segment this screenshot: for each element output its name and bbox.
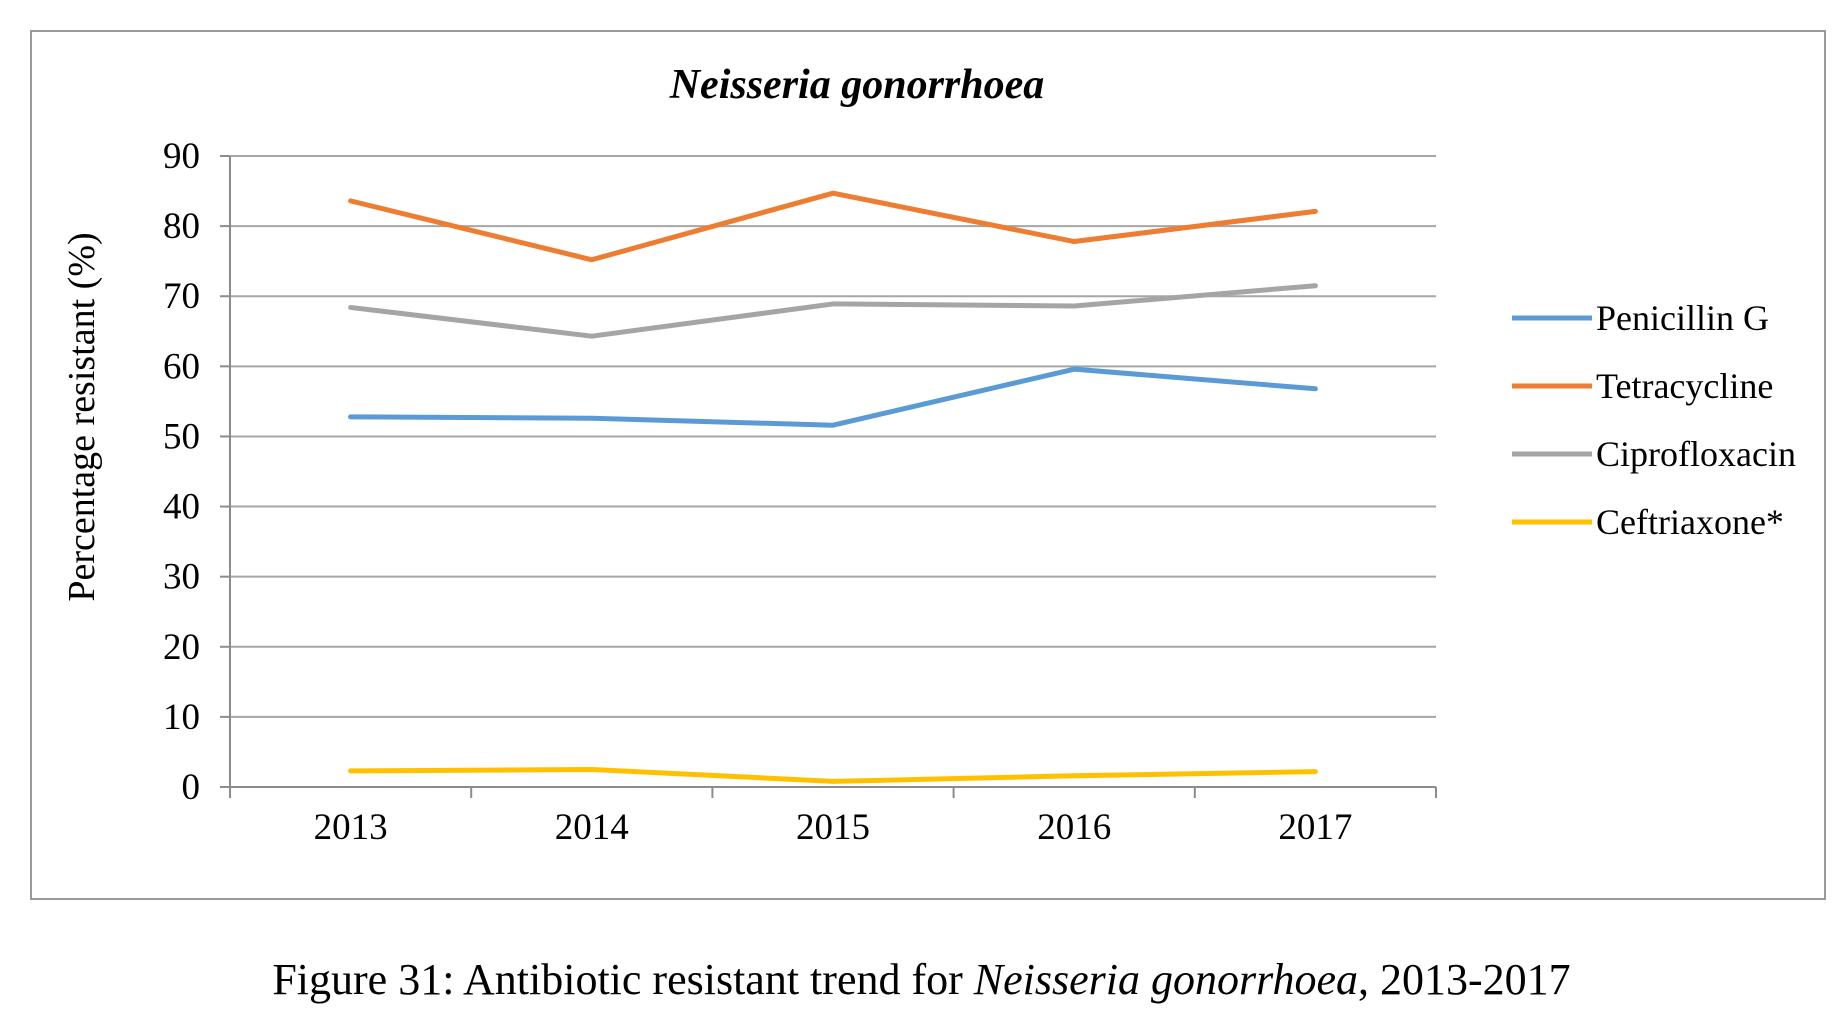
y-tick-label: 60: [163, 346, 200, 387]
caption-suffix: , 2013-2017: [1358, 955, 1571, 1004]
grid-layer: [230, 155, 1436, 718]
x-tick-label-2015: 2015: [796, 807, 870, 848]
axis-layer: 0 10 20 30 40 50 60 70 80 90 2013 2014 2015 2016 2017: [163, 136, 1437, 848]
chart-title: Neisseria gonorrhoea: [669, 62, 1045, 108]
series-line-ciprofloxacin: [348, 283, 1318, 339]
series-layer: [348, 190, 1318, 784]
y-tick-label: 50: [163, 416, 200, 457]
legend-label-tetracycline: Tetracycline: [1596, 366, 1773, 406]
y-tick-label: 70: [163, 276, 200, 317]
x-tick-label-2014: 2014: [555, 807, 629, 848]
chart-frame: Neisseria gonorrhoea 0 10 20 30 40 50 60 70 80 90…: [30, 30, 1826, 900]
legend-label-ceftriaxone: Ceftriaxone*: [1596, 502, 1784, 542]
y-tick-label: 80: [163, 206, 200, 247]
y-tick-label: 30: [163, 557, 200, 598]
caption-organism: Neisseria gonorrhoea: [973, 955, 1358, 1004]
figure-caption: Figure 31: Antibiotic resistant trend fo…: [0, 955, 1843, 1005]
x-tick-label-2013: 2013: [314, 807, 388, 848]
y-tick-label: 20: [163, 627, 200, 668]
y-tick-label: 40: [163, 487, 200, 528]
chart-svg: Neisseria gonorrhoea 0 10 20 30 40 50 60 70 80 90…: [61, 62, 1796, 848]
x-tick-label-2017: 2017: [1278, 807, 1352, 848]
legend-label-penicillin-g: Penicillin G: [1596, 298, 1769, 338]
caption-prefix: Figure 31: Antibiotic resistant trend fo…: [272, 955, 974, 1004]
y-tick-label: 90: [163, 136, 200, 177]
x-tick-label-2016: 2016: [1037, 807, 1111, 848]
series-line-penicillin-g: [348, 366, 1318, 428]
legend-label-ciprofloxacin: Ciprofloxacin: [1596, 434, 1796, 474]
y-tick-label: 0: [182, 767, 201, 808]
legend: Penicillin G Tetracycline Ciprofloxacin Cef…: [1512, 298, 1796, 542]
y-axis-label: Percentage resistant (%): [61, 232, 103, 601]
series-line-ceftriaxone: [348, 766, 1318, 784]
y-tick-label: 10: [163, 697, 200, 738]
